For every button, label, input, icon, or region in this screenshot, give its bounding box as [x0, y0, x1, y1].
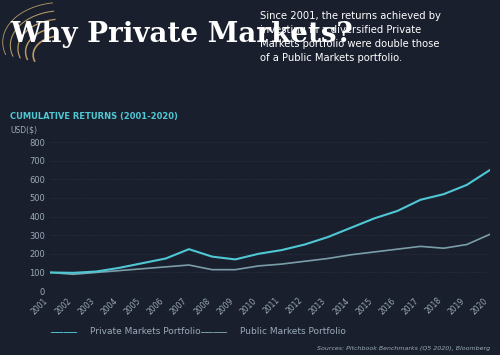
Text: ────: ──── — [50, 327, 77, 337]
Text: Since 2001, the returns achieved by
investing in a diversified Private
Markets p: Since 2001, the returns achieved by inve… — [260, 11, 441, 62]
Text: Sources: Pitchbook Benchmarks (Q5 2020), Bloomberg: Sources: Pitchbook Benchmarks (Q5 2020),… — [317, 346, 490, 351]
Text: USD($): USD($) — [10, 126, 38, 135]
Text: Why Private Markets?: Why Private Markets? — [10, 21, 353, 48]
Text: Private Markets Portfolio: Private Markets Portfolio — [90, 327, 200, 337]
Text: Public Markets Portfolio: Public Markets Portfolio — [240, 327, 346, 337]
Text: ────: ──── — [200, 327, 227, 337]
Text: CUMULATIVE RETURNS (2001-2020): CUMULATIVE RETURNS (2001-2020) — [10, 112, 178, 121]
